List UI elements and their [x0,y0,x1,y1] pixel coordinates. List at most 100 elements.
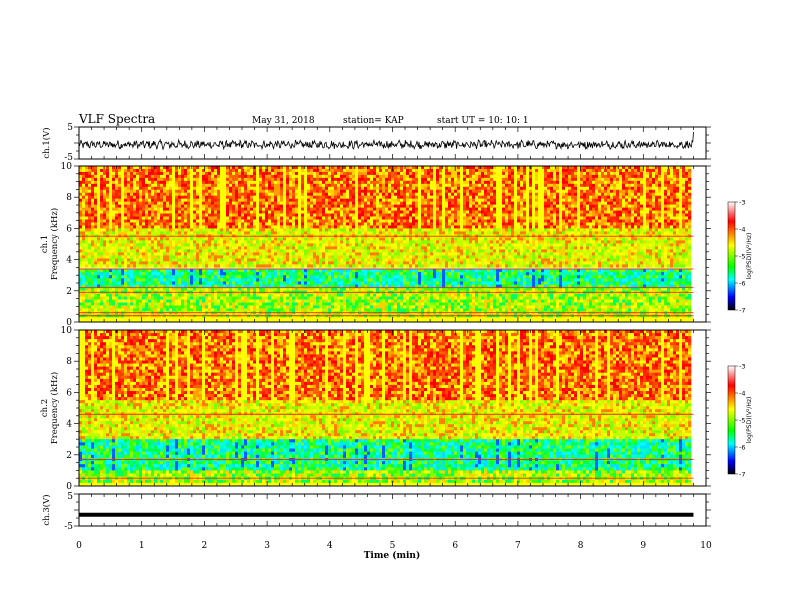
spectrogram-cell [517,228,521,232]
spectrogram-cell [145,186,149,191]
spectrogram-cell [214,177,218,182]
spectrogram-cell [517,168,521,173]
spectrogram-cell [676,186,680,191]
spectrogram-cell [265,180,269,185]
spectrogram-cell [205,216,209,220]
spectrogram-cell [343,213,347,217]
spectrogram-cell [208,216,212,220]
spectrogram-cell [631,219,635,223]
spectrogram-cell [379,177,383,182]
spectrogram-cell [559,204,563,208]
spectrogram-cell [385,171,389,176]
spectrogram-cell [298,192,302,197]
spectrogram-cell [541,216,545,220]
spectrogram-cell [235,219,239,223]
spectrogram-cell [484,219,488,223]
spectrogram-cell [457,171,461,176]
spectrogram-cell [160,186,164,191]
spectrogram-cell [598,198,602,202]
spectrogram-cell [355,210,359,214]
spectrogram-cell [229,204,233,208]
spectrogram-cell [499,207,503,211]
spectrogram-cell [475,189,479,194]
spectrogram-cell [535,174,539,179]
spectrogram-cell [481,192,485,197]
spectrogram-cell [601,216,605,220]
spectrogram-cell [604,177,608,182]
spectrogram-cell [217,201,221,205]
spectrogram-cell [565,228,569,232]
spectrogram-cell [112,210,116,214]
spectrogram-cell [496,231,500,235]
spectrogram-cell [403,207,407,211]
spectrogram-cell [274,192,278,197]
spectrogram-cell [331,168,335,173]
spectrogram-cell [223,222,227,226]
spectrogram-cell [283,171,287,176]
spectrogram-cell [205,204,209,208]
spectrogram-cell [334,216,338,220]
spectrogram-cell [646,225,650,229]
spectrogram-cell [190,189,194,194]
spectrogram-cell [325,228,329,232]
spectrogram-cell [124,177,128,182]
spectrogram-cell [370,189,374,194]
spectrogram-cell [148,216,152,220]
spectrogram-cell [397,186,401,191]
spectrogram-cell [196,180,200,185]
spectrogram-cell [559,189,563,194]
spectrogram-cell [103,231,107,235]
spectrogram-cell [595,168,599,173]
spectrogram-cell [382,204,386,208]
spectrogram-cell [274,225,278,229]
spectrogram-cell [373,186,377,191]
spectrogram-cell [193,201,197,205]
spectrogram-cell [607,216,611,220]
spectrogram-cell [265,231,269,235]
spectrogram-cell [469,198,473,202]
spectrogram-cell [130,171,134,176]
spectrogram-cell [421,177,425,182]
spectrogram-cell [178,177,182,182]
spectrogram-cell [457,180,461,185]
spectrogram-cell [103,222,107,226]
spectrogram-cell [409,183,413,188]
spectrogram-cell [238,168,242,173]
spectrogram-cell [265,213,269,217]
spectrogram-cell [406,168,410,173]
spectrogram-cell [85,189,89,194]
spectrogram-cell [274,201,278,205]
spectrogram-cell [163,183,167,188]
spectrogram-cell [523,180,527,185]
spectrogram-cell [190,168,194,173]
spectrogram-cell [361,166,365,170]
spectrogram-cell [415,228,419,232]
spectrogram-cell [430,195,434,199]
spectrogram-cell [283,166,287,170]
spectrogram-cell [169,222,173,226]
spectrogram-cell [559,192,563,197]
spectrogram-cell [115,192,119,197]
spectrogram-cell [337,219,341,223]
spectrogram-cell [178,180,182,185]
spectrogram-cell [493,201,497,205]
spectrogram-cell [433,177,437,182]
spectrogram-cell [136,198,140,202]
spectrogram-cell [370,216,374,220]
spectrogram-cell [166,186,170,191]
spectrogram-cell [610,204,614,208]
spectrogram-cell [88,210,92,214]
spectrogram-cell [661,168,665,173]
spectrogram-cell [208,207,212,211]
spectrogram-cell [337,228,341,232]
spectrogram-cell [247,216,251,220]
spectrogram-cell [436,210,440,214]
spectrogram-cell [316,219,320,223]
spectrogram-cell [454,192,458,197]
spectrogram-cell [190,216,194,220]
spectrogram-cell [469,192,473,197]
spectrogram-cell [139,222,143,226]
spectrogram-cell [382,177,386,182]
spectrogram-cell [661,207,665,211]
ch1-ytick-bottom: -5 [64,153,73,163]
